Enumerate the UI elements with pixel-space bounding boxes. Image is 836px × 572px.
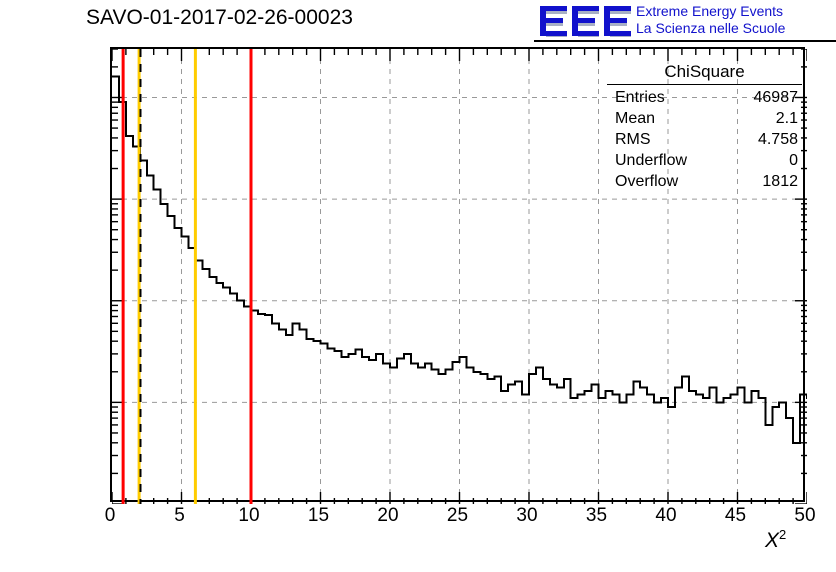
statistics-box: ChiSquare Entries 46987 Mean 2.1 RMS 4.758 Und…: [607, 62, 802, 192]
eee-logo-line1: Extreme Energy Events: [636, 3, 784, 19]
x-tick-label: 0: [104, 505, 116, 526]
stats-row-value: 1812: [762, 173, 798, 190]
x-tick-label: 35: [585, 505, 608, 526]
stats-row-key: Underflow: [615, 152, 688, 169]
stats-row: Overflow 1812: [607, 171, 802, 192]
x-tick-label: 50: [794, 505, 816, 526]
cut-markers: [121, 49, 253, 504]
histogram-plot: [110, 47, 807, 504]
stats-row: Entries 46987: [607, 87, 802, 108]
stats-row: RMS 4.758: [607, 129, 802, 150]
x-tick-label: 15: [307, 505, 330, 526]
stats-row-key: RMS: [615, 131, 651, 148]
eee-logo: Extreme Energy Events La Scienza nelle S…: [540, 2, 836, 42]
eee-logo-mark: [540, 6, 631, 37]
stats-row-key: Mean: [615, 110, 656, 127]
stats-row-value: 0: [789, 152, 798, 169]
stats-row-value: 2.1: [775, 110, 798, 127]
stats-row-value: 4.758: [757, 131, 798, 148]
x-axis-title: X2: [765, 527, 787, 552]
x-tick-label: 30: [516, 505, 538, 526]
eee-logo-text: Extreme Energy Events La Scienza nelle S…: [636, 3, 785, 37]
eee-logo-line2: La Scienza nelle Scuole: [636, 20, 786, 36]
x-tick-label: 20: [377, 505, 399, 526]
axis-tick-marks: [112, 49, 807, 504]
header-divider: [534, 40, 836, 42]
histogram-canvas: [112, 49, 807, 504]
stats-divider: [607, 84, 802, 85]
x-tick-label: 10: [238, 505, 260, 526]
stats-row-key: Entries: [615, 89, 665, 106]
x-tick-label: 45: [724, 505, 747, 526]
x-tick-label: 25: [446, 505, 469, 526]
stats-row: Mean 2.1: [607, 108, 802, 129]
stats-rows: Entries 46987 Mean 2.1 RMS 4.758 Underflow 0 Ove…: [607, 87, 802, 192]
page-title: SAVO-01-2017-02-26-00023: [86, 6, 353, 29]
stats-title: ChiSquare: [664, 62, 745, 81]
x-tick-label: 5: [174, 505, 185, 526]
stats-row-value: 46987: [753, 89, 799, 106]
histogram-trace: [112, 75, 807, 444]
stats-row-key: Overflow: [615, 173, 679, 190]
stats-row: Underflow 0: [607, 150, 802, 171]
x-tick-label: 40: [655, 505, 677, 526]
